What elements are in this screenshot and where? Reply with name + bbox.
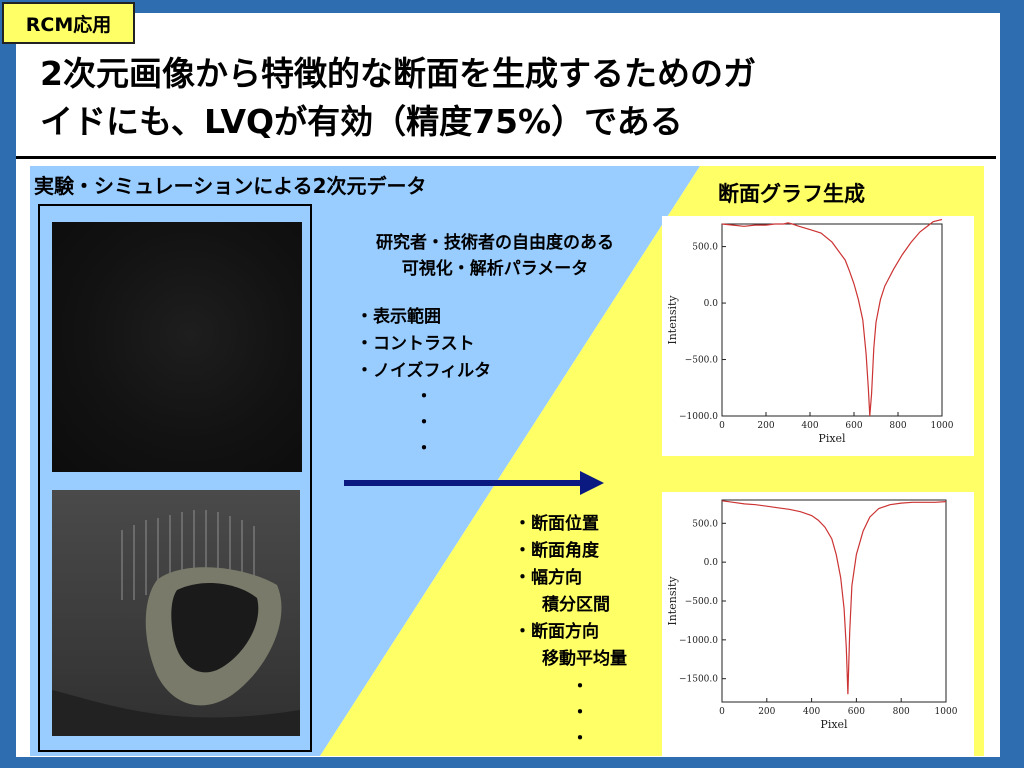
section-parameter-list: ・断面位置 ・断面角度 ・幅方向 積分区間 ・断面方向 移動平均量 xyxy=(514,511,627,673)
x-tick-label: 600 xyxy=(845,421,862,431)
series-line xyxy=(721,500,947,695)
x-tick-label: 400 xyxy=(801,421,818,431)
parameter-list: ・表示範囲 ・コントラスト ・ノイズフィルタ xyxy=(356,304,491,385)
plot-frame xyxy=(721,499,947,703)
x-tick-label: 200 xyxy=(758,707,775,717)
ellipsis-dot: ・ xyxy=(571,729,589,749)
x-tick-label: 800 xyxy=(889,421,906,431)
series-line xyxy=(721,218,943,417)
parameter-item: ・表示範囲 xyxy=(356,307,441,327)
ellipsis-dot: ・ xyxy=(415,387,433,407)
parameter-note-line-2: 可視化・解析パラメータ xyxy=(401,259,589,279)
x-tick-label: 0 xyxy=(719,707,725,717)
section-title: 実験・シミュレーションによる2次元データ xyxy=(34,174,427,198)
section-item: 移動平均量 xyxy=(542,649,627,669)
y-tick-label: −1000.0 xyxy=(679,636,718,646)
crater-outer-shadow xyxy=(52,690,300,736)
parameter-note-line-1: 研究者・技術者の自由度のある xyxy=(376,233,614,253)
slide-title: 2次元画像から特徴的な断面を生成するためのガ イドにも、LVQが有効（精度75%… xyxy=(40,50,1000,146)
x-axis-label: Pixel xyxy=(820,718,848,731)
rcm-tag: RCM応用 xyxy=(2,2,135,44)
parameter-item: ・コントラスト xyxy=(356,334,475,354)
chart-2-svg: 0 200 400 600 800 1000 500.0 0.0 −500.0 −1000.0 −1… xyxy=(666,499,958,731)
y-tick-label: 0.0 xyxy=(704,558,719,568)
graph-title: 断面グラフ生成 xyxy=(718,182,865,206)
y-axis-label: Intensity xyxy=(666,295,679,345)
crater-inner xyxy=(171,583,259,673)
x-tick-label: 1000 xyxy=(935,707,958,717)
section-item: ・断面位置 xyxy=(514,514,599,534)
x-tick-label: 400 xyxy=(803,707,820,717)
section-ellipsis: ・ ・ ・ xyxy=(570,674,590,752)
title-line-1: 2次元画像から特徴的な断面を生成するためのガ xyxy=(40,54,756,93)
content-panel: 実験・シミュレーションによる2次元データ 断面グラフ生成 xyxy=(30,166,984,756)
parameter-ellipsis: ・ ・ ・ xyxy=(414,384,434,462)
x-tick-label: 600 xyxy=(848,707,865,717)
scan-texture xyxy=(52,510,300,736)
y-tick-label: −500.0 xyxy=(685,356,719,366)
y-tick-label: 500.0 xyxy=(692,243,718,253)
ellipsis-dot: ・ xyxy=(571,703,589,723)
right-arrow-icon xyxy=(344,471,604,495)
chart-1-svg: 0 200 400 600 800 1000 500.0 0.0 −500.0 −1000.0 Pi… xyxy=(666,218,954,445)
chart-1: 0 200 400 600 800 1000 500.0 0.0 −500.0 −1000.0 Pi… xyxy=(662,216,974,456)
y-tick-label: −1000.0 xyxy=(679,412,718,422)
x-tick-label: 0 xyxy=(719,421,725,431)
x-tick-label: 200 xyxy=(757,421,774,431)
x-tick-label: 800 xyxy=(893,707,910,717)
title-line-2: イドにも、LVQが有効（精度75%）である xyxy=(40,102,683,141)
section-item: ・断面角度 xyxy=(514,541,599,561)
plot-frame xyxy=(721,223,943,417)
parameter-item: ・ノイズフィルタ xyxy=(356,361,492,381)
y-tick-label: −500.0 xyxy=(685,597,719,607)
y-tick-label: −1500.0 xyxy=(679,675,718,685)
x-tick-label: 1000 xyxy=(931,421,954,431)
section-item: ・断面方向 xyxy=(514,622,599,642)
section-item: 積分区間 xyxy=(542,595,610,615)
parameter-note: 研究者・技術者の自由度のある 可視化・解析パラメータ xyxy=(330,230,660,282)
y-axis-label: Intensity xyxy=(666,576,679,626)
section-item: ・幅方向 xyxy=(514,568,582,588)
title-rule xyxy=(16,156,996,159)
ellipsis-dot: ・ xyxy=(571,677,589,697)
chart-2: 0 200 400 600 800 1000 500.0 0.0 −500.0 −1000.0 −1… xyxy=(662,492,974,756)
ellipsis-dot: ・ xyxy=(415,413,433,433)
scan-image-bottom xyxy=(52,490,300,736)
y-tick-label: 500.0 xyxy=(692,519,718,529)
y-tick-label: 0.0 xyxy=(704,299,719,309)
image-frame xyxy=(38,204,312,752)
ellipsis-dot: ・ xyxy=(415,439,433,459)
scan-image-top xyxy=(52,222,302,472)
x-axis-label: Pixel xyxy=(818,432,846,445)
